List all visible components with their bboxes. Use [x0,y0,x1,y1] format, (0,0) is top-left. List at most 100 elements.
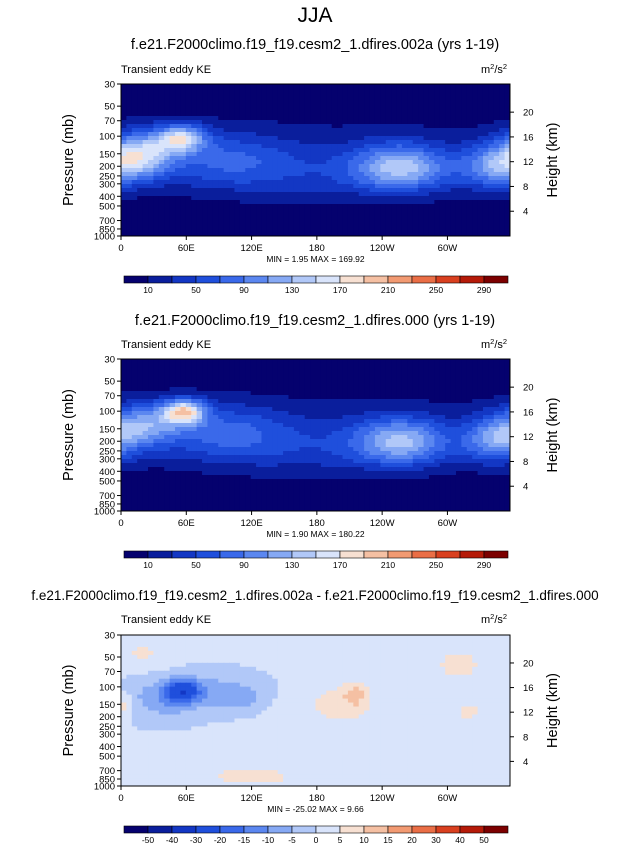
heatmap-cell [261,112,268,117]
heatmap-cell [445,140,452,145]
heatmap-cell [207,100,214,105]
heatmap-cell [164,447,171,452]
heatmap-cell [158,140,165,145]
heatmap-cell [299,471,306,476]
heatmap-cell [488,168,495,173]
heatmap-cell [212,108,219,113]
heatmap-cell [234,164,241,169]
heatmap-cell [288,395,295,400]
heatmap-cell [364,188,371,193]
heatmap-cell [288,359,295,364]
heatmap-cell [185,112,192,117]
heatmap-cell [396,116,403,121]
heatmap-cell [331,116,338,121]
heatmap-cell [207,116,214,121]
heatmap-cell [250,108,257,113]
heatmap-cell [391,144,398,149]
heatmap-cell [353,160,360,165]
heatmap-cell [396,140,403,145]
heatmap-cell [212,96,219,101]
heatmap-cell [342,359,349,364]
heatmap-cell [304,232,311,236]
heatmap-cell [477,419,484,424]
heatmap-cell [455,423,462,428]
heatmap-cell [261,387,268,392]
heatmap-cell [137,367,144,372]
heatmap-cell [185,172,192,177]
heatmap-cell [353,92,360,97]
heatmap-cell [353,224,360,229]
heatmap-cell [504,136,510,141]
heatmap-cell [164,475,171,480]
heatmap-cell [347,124,354,129]
heatmap-cell [488,148,495,153]
heatmap-cell [304,439,311,444]
heatmap-cell [326,116,333,121]
heatmap-cell [148,391,155,396]
heatmap-cell [256,391,263,396]
heatmap-cell [261,451,268,456]
heatmap-cell [482,403,489,408]
heatmap-cell [180,383,187,388]
heatmap-cell [418,104,425,109]
heatmap-cell [504,471,510,476]
heatmap-cell [250,128,257,133]
heatmap-cell [488,84,495,89]
heatmap-cell [202,204,209,209]
heatmap-cell [191,427,198,432]
heatmap-cell [320,116,327,121]
heatmap-cell [148,152,155,157]
heatmap-cell [504,148,510,153]
heatmap-cell [504,144,510,149]
heatmap-cell [234,435,241,440]
heatmap-cell [499,96,506,101]
heatmap-cell [277,423,284,428]
heatmap-cell [207,431,214,436]
heatmap-cell [121,375,128,380]
heatmap-cell [229,92,236,97]
heatmap-cell [169,419,176,424]
heatmap-cell [164,136,171,141]
heatmap-cell [304,112,311,117]
heatmap-cell [488,443,495,448]
heatmap-cell [472,124,479,129]
heatmap-cell [142,435,149,440]
heatmap-cell [472,435,479,440]
heatmap-cell [304,467,311,472]
heatmap-cell [434,439,441,444]
heatmap-cell [169,423,176,428]
heatmap-cell [488,447,495,452]
heatmap-cell [266,216,273,221]
heatmap-cell [439,100,446,105]
heatmap-cell [250,471,257,476]
heatmap-cell [401,443,408,448]
heatmap-cell [288,160,295,165]
heatmap-cell [374,212,381,217]
heatmap-cell [418,124,425,129]
heatmap-cell [277,427,284,432]
heatmap-cell [499,371,506,376]
heatmap-cell [196,375,203,380]
heatmap-cell [504,459,510,464]
heatmap-cell [272,132,279,137]
heatmap-cell [466,168,473,173]
heatmap-cell [218,451,225,456]
heatmap-cell [191,136,198,141]
heatmap-cell [499,232,506,236]
heatmap-cell [207,467,214,472]
heatmap-cell [320,196,327,201]
heatmap-cell [158,220,165,225]
heatmap-cell [423,136,430,141]
heatmap-cell [180,92,187,97]
heatmap-cell [169,451,176,456]
heatmap-cell [445,136,452,141]
heatmap-cell [353,232,360,236]
heatmap-cell [148,407,155,412]
heatmap-cell [212,100,219,105]
heatmap-cell [391,164,398,169]
heatmap-cell [391,132,398,137]
heatmap-cell [234,168,241,173]
colorbar-swatch [243,275,269,284]
heatmap-cell [364,196,371,201]
heatmap-cell [482,387,489,392]
